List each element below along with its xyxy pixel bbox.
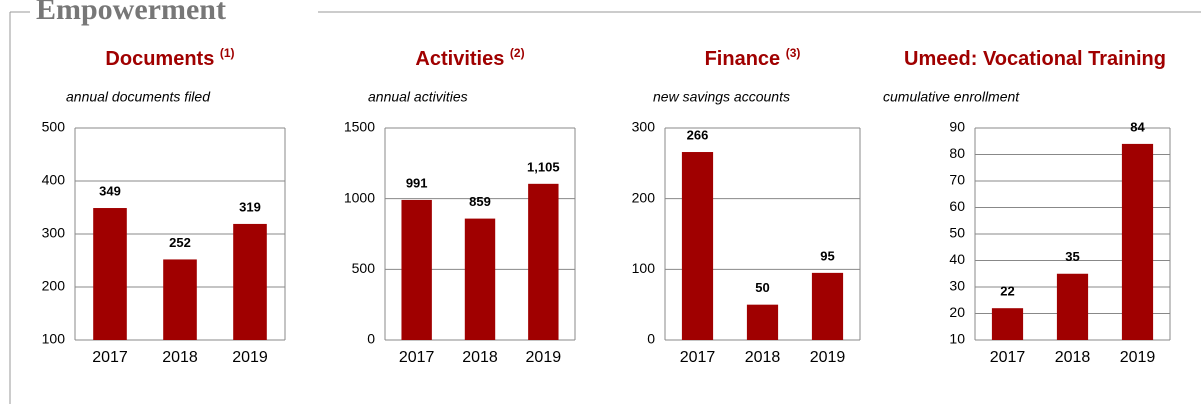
y-tick-label: 70 xyxy=(949,172,965,188)
y-tick-label: 90 xyxy=(949,119,965,135)
chart-title-text: Documents xyxy=(105,48,214,70)
y-tick-label: 1000 xyxy=(344,189,375,205)
chart-title: Finance (3) xyxy=(705,46,801,70)
title-note: (3) xyxy=(786,46,801,60)
bar xyxy=(1056,273,1089,340)
chart-title-text: Finance xyxy=(705,48,781,70)
y-tick-label: 60 xyxy=(949,198,965,214)
value-label: 35 xyxy=(1065,249,1079,264)
bar xyxy=(464,218,496,340)
y-tick-label: 20 xyxy=(949,304,965,320)
chart-title: Activities (2) xyxy=(415,46,524,70)
chart-subtitle: new savings accounts xyxy=(653,89,790,105)
bar xyxy=(991,308,1024,340)
bar xyxy=(233,223,267,340)
bar xyxy=(163,259,197,340)
y-tick-label: 200 xyxy=(42,278,66,294)
value-label: 859 xyxy=(469,194,491,209)
bar xyxy=(401,199,432,340)
x-tick-label: 2017 xyxy=(399,349,435,366)
section-title: Empowerment xyxy=(36,0,226,26)
x-tick-label: 2017 xyxy=(680,349,716,366)
x-tick-label: 2019 xyxy=(526,349,562,366)
y-tick-label: 40 xyxy=(949,251,965,267)
y-tick-label: 50 xyxy=(949,225,965,241)
x-tick-label: 2019 xyxy=(232,349,268,366)
x-tick-label: 2018 xyxy=(462,349,498,366)
x-tick-label: 2018 xyxy=(162,349,198,366)
value-label: 1,105 xyxy=(527,159,560,174)
chart-subtitle: cumulative enrollment xyxy=(883,89,1020,105)
bar xyxy=(681,152,714,340)
chart-subtitle: annual activities xyxy=(368,89,468,105)
y-tick-label: 300 xyxy=(632,119,656,135)
bar xyxy=(528,183,559,340)
y-tick-label: 10 xyxy=(949,331,965,347)
value-label: 252 xyxy=(169,235,191,250)
x-tick-label: 2018 xyxy=(1055,349,1091,366)
value-label: 319 xyxy=(239,199,261,214)
x-tick-label: 2017 xyxy=(990,349,1026,366)
chart-title: Umeed: Vocational Training xyxy=(904,48,1166,70)
value-label: 84 xyxy=(1130,119,1145,134)
y-tick-label: 200 xyxy=(632,189,656,205)
bar xyxy=(1121,143,1154,340)
y-tick-label: 100 xyxy=(632,260,656,276)
bar xyxy=(811,272,844,340)
y-tick-label: 400 xyxy=(42,172,66,188)
chart-subtitle: annual documents filed xyxy=(66,89,211,105)
y-tick-label: 0 xyxy=(647,331,655,347)
value-label: 266 xyxy=(687,127,709,142)
y-tick-label: 1500 xyxy=(344,119,375,135)
x-tick-label: 2019 xyxy=(1120,349,1156,366)
value-label: 991 xyxy=(406,175,428,190)
title-note: (1) xyxy=(220,46,235,60)
title-note: (2) xyxy=(510,46,525,60)
y-tick-label: 80 xyxy=(949,145,965,161)
chart-title: Documents (1) xyxy=(105,46,234,70)
bar xyxy=(746,304,779,340)
value-label: 22 xyxy=(1000,284,1014,299)
value-label: 50 xyxy=(755,280,769,295)
x-tick-label: 2019 xyxy=(810,349,846,366)
y-tick-label: 0 xyxy=(367,331,375,347)
y-tick-label: 100 xyxy=(42,331,66,347)
y-tick-label: 500 xyxy=(42,119,66,135)
x-tick-label: 2018 xyxy=(745,349,781,366)
y-tick-label: 300 xyxy=(42,225,66,241)
chart-title-text: Umeed: Vocational Training xyxy=(904,48,1166,70)
value-label: 349 xyxy=(99,183,121,198)
y-tick-label: 30 xyxy=(949,278,965,294)
value-label: 95 xyxy=(820,248,834,263)
chart-title-text: Activities xyxy=(415,48,504,70)
x-tick-label: 2017 xyxy=(92,349,128,366)
bar xyxy=(93,208,127,340)
y-tick-label: 500 xyxy=(352,260,376,276)
